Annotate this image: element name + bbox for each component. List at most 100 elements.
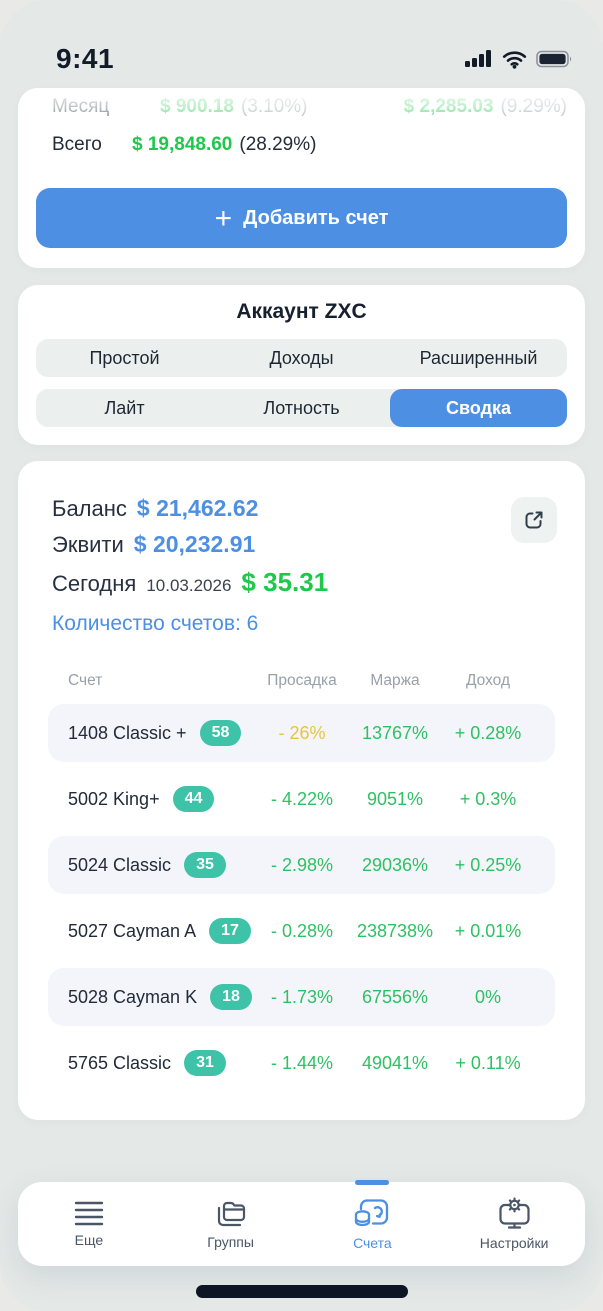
- equity-value: $ 20,232.91: [133, 531, 256, 557]
- account-row[interactable]: 1408 Classic + 58 - 26% 13767% + 0.28%: [48, 704, 555, 762]
- account-badge: 35: [184, 852, 226, 878]
- accounts-count: Количество счетов: 6: [52, 612, 259, 635]
- folders-icon: [214, 1198, 248, 1229]
- total-summary-row: Всего $ 19,848.60 (28.29%): [18, 134, 585, 166]
- account-badge: 18: [210, 984, 252, 1010]
- view-tab[interactable]: Простой: [89, 347, 160, 368]
- view-tabs-row-1: Простой Доходы Расширенный: [36, 339, 567, 377]
- accounts-table-body: 1408 Classic + 58 - 26% 13767% + 0.28% 5002 K…: [48, 704, 555, 1092]
- tab-label: Счета: [353, 1235, 392, 1251]
- total-value: $ 19,848.60 (28.29%): [132, 134, 317, 155]
- wifi-icon: [502, 50, 527, 69]
- account-badge: 17: [209, 918, 251, 944]
- account-title: Аккаунт ZXC: [236, 300, 367, 323]
- view-tab[interactable]: Лотность: [263, 397, 340, 418]
- tab-items: Еще Группы Счета Настройки: [18, 1182, 585, 1266]
- profit-value: + 0.01%: [454, 920, 522, 941]
- account-badge: 44: [172, 786, 215, 812]
- add-account-label: Добавить счет: [243, 206, 389, 229]
- add-account-button[interactable]: + Добавить счет: [36, 188, 567, 248]
- menu-lines-icon: [74, 1200, 104, 1227]
- cellular-signal-icon: [465, 50, 491, 67]
- tab-bar: Еще Группы Счета Настройки: [18, 1180, 585, 1266]
- profit-value: + 0.25%: [454, 854, 522, 875]
- accounts-table: Счет Просадка Маржа Доход 1408 Classic + 58 -…: [48, 672, 555, 1092]
- tab-item[interactable]: Еще: [18, 1182, 160, 1266]
- today-value: $ 35.31: [241, 567, 329, 597]
- account-name: 5765 Classic: [68, 1052, 172, 1073]
- summary-card: Месяц $ 900.18 (3.10%) $ 2,285.03 (9.29%) …: [18, 88, 585, 268]
- view-tab[interactable]: Лайт: [104, 397, 145, 418]
- view-tabs-row-2: Лайт Лотность Сводка: [36, 389, 567, 427]
- settings-monitor-icon: [497, 1197, 532, 1230]
- home-indicator[interactable]: [195, 1285, 408, 1298]
- account-row[interactable]: 5028 Cayman K 18 - 1.73% 67556% 0%: [48, 968, 555, 1026]
- account-name: 5027 Cayman A: [68, 920, 197, 941]
- expand-icon: [525, 511, 543, 529]
- month-value-1: $ 900.18 (3.10%): [160, 96, 308, 117]
- status-icons: [465, 49, 573, 69]
- profit-value: + 0.3%: [459, 788, 517, 809]
- account-row[interactable]: 5024 Classic 35 - 2.98% 29036% + 0.25%: [48, 836, 555, 894]
- equity-label: Эквити: [52, 532, 124, 557]
- status-time: 9:41: [56, 43, 115, 74]
- margin-value: 29036%: [361, 854, 429, 875]
- account-row[interactable]: 5027 Cayman A 17 - 0.28% 238738% + 0.01%: [48, 902, 555, 960]
- drawdown-value: - 4.22%: [270, 788, 334, 809]
- battery-icon: [536, 50, 572, 68]
- balance-card: Баланс $ 21,462.62 Эквити $ 20,232.91 Се…: [18, 461, 585, 1120]
- column-header: Маржа: [370, 672, 420, 689]
- balance-line: Баланс $ 21,462.62: [52, 495, 555, 522]
- view-tab[interactable]: Доходы: [269, 347, 334, 368]
- tab-label: Настройки: [479, 1235, 549, 1251]
- drawdown-value: - 26%: [278, 722, 326, 743]
- column-header: Доход: [465, 672, 511, 689]
- account-name: 1408 Classic +: [68, 722, 187, 743]
- account-name: 5002 King+: [68, 788, 160, 809]
- status-bar: 9:41: [0, 0, 603, 88]
- drawdown-value: - 0.28%: [270, 920, 334, 941]
- drawdown-value: - 1.73%: [270, 986, 334, 1007]
- total-label: Всего: [52, 134, 102, 155]
- tab-item[interactable]: Настройки: [443, 1182, 585, 1266]
- account-name: 5024 Classic: [68, 854, 172, 875]
- view-tab[interactable]: Сводка: [390, 389, 567, 427]
- equity-line: Эквити $ 20,232.91: [52, 531, 555, 558]
- tab-label: Еще: [74, 1232, 104, 1248]
- profit-value: + 0.11%: [455, 1052, 521, 1073]
- account-badge: 31: [184, 1050, 226, 1076]
- margin-value: 9051%: [366, 788, 424, 809]
- account-card: Аккаунт ZXC Простой Доходы Расширенный Лай…: [18, 285, 585, 445]
- balance-label: Баланс: [52, 496, 127, 521]
- margin-value: 67556%: [361, 986, 429, 1007]
- accounts-icon: [354, 1197, 391, 1230]
- drawdown-value: - 2.98%: [270, 854, 334, 875]
- column-header: Счет: [68, 672, 103, 689]
- account-row[interactable]: 5002 King+ 44 - 4.22% 9051% + 0.3%: [48, 770, 555, 828]
- view-tab[interactable]: Расширенный: [419, 347, 538, 368]
- profit-value: 0%: [474, 986, 501, 1007]
- tab-item[interactable]: Счета: [302, 1182, 444, 1266]
- account-row[interactable]: 5765 Classic 31 - 1.44% 49041% + 0.11%: [48, 1034, 555, 1092]
- drawdown-value: - 1.44%: [270, 1052, 334, 1073]
- margin-value: 238738%: [356, 920, 434, 941]
- account-badge: 58: [199, 720, 242, 746]
- account-name: 5028 Cayman K: [68, 986, 198, 1007]
- expand-button[interactable]: [511, 497, 557, 543]
- month-value-2: $ 2,285.03 (9.29%): [403, 96, 567, 117]
- tab-item[interactable]: Группы: [160, 1182, 302, 1266]
- balance-value: $ 21,462.62: [136, 495, 259, 521]
- margin-value: 49041%: [361, 1052, 429, 1073]
- today-line: Сегодня 10.03.2026 $ 35.31: [52, 567, 555, 598]
- margin-value: 13767%: [361, 722, 429, 743]
- profit-value: + 0.28%: [454, 722, 522, 743]
- today-label: Сегодня: [52, 571, 137, 596]
- active-tab-indicator: [355, 1180, 390, 1185]
- month-label: Месяц: [52, 96, 110, 117]
- accounts-table-header: Счет Просадка Маржа Доход: [48, 672, 555, 690]
- today-date: 10.03.2026: [146, 576, 232, 595]
- tab-label: Группы: [207, 1234, 254, 1250]
- column-header: Просадка: [267, 672, 337, 689]
- month-summary-row: Месяц $ 900.18 (3.10%) $ 2,285.03 (9.29%): [18, 96, 585, 128]
